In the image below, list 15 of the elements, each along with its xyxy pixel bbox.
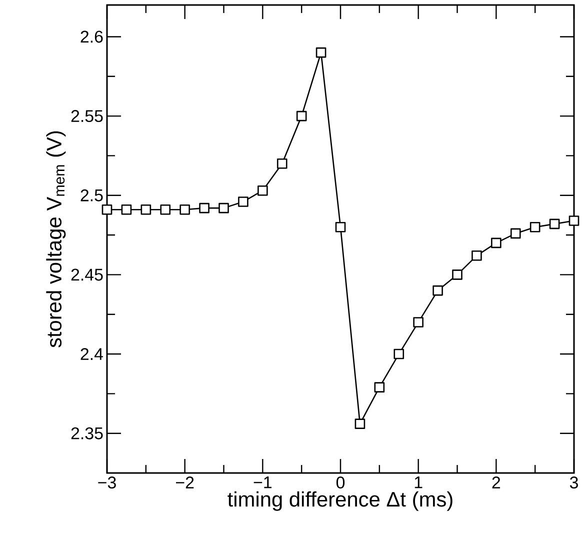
y-tick-label: 2.6 bbox=[80, 30, 103, 43]
y-tick-label: 2.5 bbox=[80, 189, 103, 202]
x-tick-label: 0 bbox=[336, 476, 345, 489]
y-tick-label: 2.55 bbox=[71, 110, 103, 122]
x-tick-label: −3 bbox=[98, 476, 116, 489]
x-axis-title: timing difference Δt (ms) bbox=[228, 491, 452, 511]
x-tick-label: −2 bbox=[176, 476, 194, 488]
x-tick-label: 1 bbox=[414, 476, 422, 488]
x-tick-label: −1 bbox=[254, 476, 272, 488]
y-tick-label: 2.4 bbox=[80, 348, 103, 360]
y-axis-title: stored voltage V$_{mem}$ (V) bbox=[46, 131, 66, 348]
x-tick-label: 3 bbox=[570, 476, 578, 489]
y-tick-label: 2.45 bbox=[71, 268, 103, 281]
x-tick-label: 2 bbox=[492, 476, 500, 488]
y-tick-label: 2.35 bbox=[71, 427, 103, 440]
